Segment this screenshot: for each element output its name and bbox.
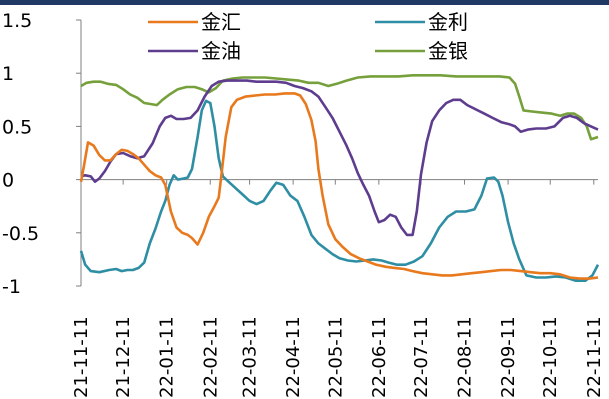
y-tick-label: 1 — [2, 63, 14, 85]
series-line-jin-you — [80, 79, 599, 237]
x-tick-label: 22-07-11 — [411, 316, 432, 398]
series-layer — [79, 74, 600, 283]
legend-label: 金油 — [201, 39, 241, 63]
x-tick-label: 22-03-11 — [240, 316, 261, 398]
series-line-jin-li — [79, 99, 600, 283]
x-tick-label: 22-10-11 — [540, 316, 561, 398]
y-tick-label: -1 — [2, 276, 21, 298]
y-tick-label: 1.5 — [2, 10, 32, 32]
x-axis: 21-11-11 21-12-11 22-01-11 22-02-11 22-03-11… — [71, 179, 605, 398]
x-tick-label: 22-02-11 — [200, 316, 221, 398]
legend-label: 金汇 — [201, 10, 241, 34]
x-tick-label: 21-12-11 — [113, 316, 134, 398]
legend: 金汇 金利 金油 金银 — [148, 10, 468, 63]
x-tick-label: 21-11-11 — [71, 316, 92, 398]
y-tick-label: 0 — [2, 170, 14, 192]
legend-item-jin-you: 金油 — [148, 39, 241, 63]
y-axis: 1.5 1 0.5 0 -0.5 -1 — [2, 10, 81, 298]
x-tick-label: 22-11-11 — [584, 316, 605, 398]
series-line-jin-hui — [79, 92, 599, 280]
x-tick-label: 22-09-11 — [498, 316, 519, 398]
legend-label: 金银 — [428, 39, 468, 63]
x-tick-label: 22-06-11 — [369, 316, 390, 398]
legend-item-jin-li: 金利 — [375, 10, 468, 34]
legend-item-jin-yin: 金银 — [375, 39, 468, 63]
y-tick-label: 0.5 — [2, 116, 32, 138]
legend-item-jin-hui: 金汇 — [148, 10, 241, 34]
x-tick-label: 22-05-11 — [325, 316, 346, 398]
series-line-jin-yin — [80, 74, 599, 141]
x-tick-label: 22-01-11 — [157, 316, 178, 398]
y-tick-label: -0.5 — [2, 223, 39, 245]
x-tick-label: 22-04-11 — [283, 316, 304, 398]
x-tick-label: 22-08-11 — [455, 316, 476, 398]
header-bar — [0, 0, 609, 5]
legend-label: 金利 — [428, 10, 468, 34]
